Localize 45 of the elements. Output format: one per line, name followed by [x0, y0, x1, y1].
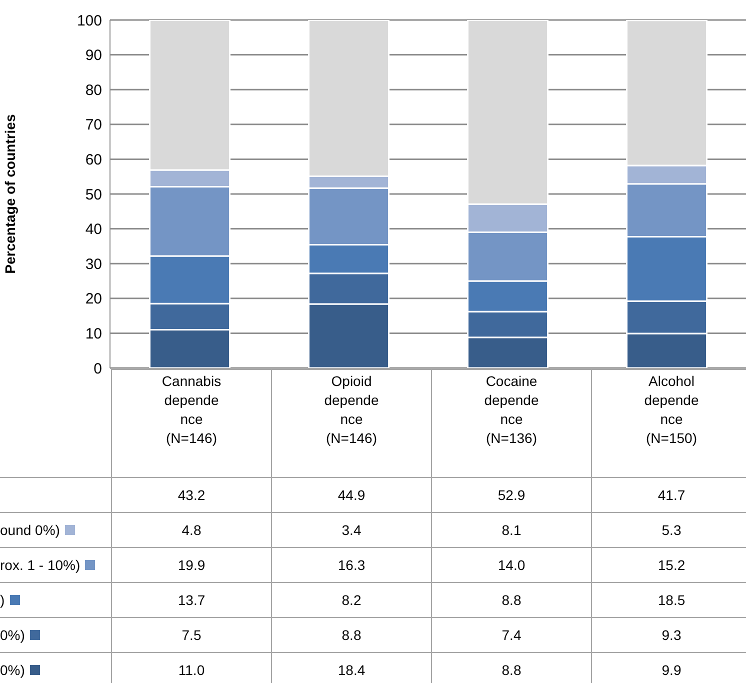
x-tick-label: Cannabis dependence (N=146) — [160, 372, 222, 448]
data-label: 15.2 — [592, 548, 746, 582]
data-label: 11.0 — [112, 652, 272, 683]
data-label: 19.9 — [112, 548, 272, 582]
y-tick-label: 80 — [85, 82, 102, 99]
legend-label: ) — [0, 592, 5, 608]
data-label: 9.3 — [592, 618, 746, 652]
data-label: 18.4 — [272, 652, 432, 683]
data-label: 18.5 — [592, 582, 746, 618]
data-label: 7.4 — [432, 618, 592, 652]
y-tick-label: 40 — [85, 221, 102, 238]
data-label: 43.2 — [112, 478, 272, 512]
data-label: 9.9 — [592, 652, 746, 683]
y-tick-label: 30 — [85, 256, 102, 273]
y-tick-label: 0 — [94, 360, 102, 378]
legend-label: 0%) — [0, 627, 25, 643]
data-label: 8.8 — [272, 618, 432, 652]
data-label: 5.3 — [592, 512, 746, 548]
y-tick-label: 10 — [85, 326, 102, 343]
y-tick-label: 90 — [85, 47, 102, 64]
data-label: 13.7 — [112, 582, 272, 618]
y-tick-label: 70 — [85, 116, 102, 134]
data-label: 7.5 — [112, 618, 272, 652]
data-label: 14.0 — [432, 548, 592, 582]
legend-label: ound 0%) — [0, 522, 60, 538]
data-label: 8.1 — [432, 512, 592, 548]
x-tick-label: Cocaine dependence (N=136) — [483, 372, 540, 448]
legend-label: 0%) — [0, 662, 25, 678]
y-tick-label: 100 — [76, 12, 102, 30]
data-label: 52.9 — [432, 478, 592, 512]
legend-label: rox. 1 - 10%) — [0, 557, 80, 573]
y-axis-title: Percentage of countries — [2, 114, 18, 274]
y-tick-label: 50 — [85, 186, 102, 204]
y-tick-label: 20 — [85, 290, 102, 308]
data-label: 8.2 — [272, 582, 432, 618]
data-label: 41.7 — [592, 478, 746, 512]
data-label: 3.4 — [272, 512, 432, 548]
data-label: 4.8 — [112, 512, 272, 548]
x-tick-label: Opioid dependence (N=146) — [323, 372, 380, 448]
y-tick-label: 60 — [85, 152, 102, 169]
data-label: 8.8 — [432, 652, 592, 683]
x-tick-label: Alcohol dependence (N=150) — [643, 372, 700, 448]
data-label: 8.8 — [432, 582, 592, 618]
data-label: 16.3 — [272, 548, 432, 582]
data-label: 44.9 — [272, 478, 432, 512]
